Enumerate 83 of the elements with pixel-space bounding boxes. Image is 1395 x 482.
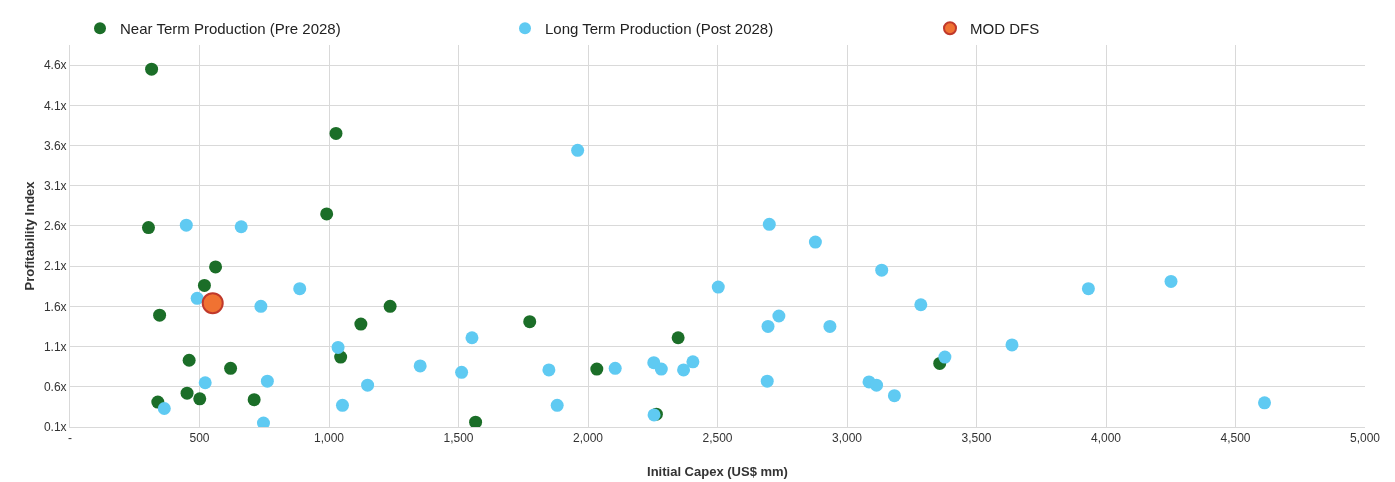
x-tick-label: 1,500: [443, 431, 474, 446]
point: [1258, 396, 1272, 410]
point: [671, 331, 685, 345]
point: [157, 402, 171, 415]
y-tick-label: 4.6x: [43, 58, 67, 73]
legend-label: Near Term Production (Pre 2028): [120, 20, 341, 38]
point: [193, 392, 207, 406]
legend-label: MOD DFS: [970, 20, 1040, 38]
x-axis-title: Initial Capex (US$ mm): [647, 464, 788, 479]
y-tick-label: 2.1x: [43, 259, 67, 274]
x-tick-label: -: [68, 431, 72, 446]
point: [141, 221, 155, 235]
x-tick-label: 5,000: [1349, 431, 1381, 446]
point: [1005, 338, 1019, 352]
point: [465, 331, 479, 345]
point: [761, 319, 775, 333]
y-tick-label: 3.6x: [43, 138, 67, 153]
y-axis-title: Profitability Index: [22, 180, 37, 291]
point: [608, 361, 622, 375]
point: [329, 126, 343, 140]
x-tick-label: 1,000: [313, 431, 345, 446]
point: [331, 340, 345, 354]
point: [145, 62, 159, 76]
point: [153, 308, 167, 322]
x-tick-label: 2,000: [572, 431, 604, 446]
point: [762, 217, 776, 231]
point: [182, 353, 196, 367]
point: [590, 362, 604, 376]
y-tick-label: 2.6x: [43, 219, 67, 234]
point: [772, 309, 786, 323]
x-tick-label: 3,000: [831, 431, 863, 446]
point: [875, 263, 889, 277]
point: [938, 350, 952, 364]
point: [197, 278, 211, 292]
point: [293, 282, 307, 296]
x-tick-label: 2,500: [702, 431, 733, 446]
point: [383, 299, 397, 313]
point: [571, 143, 585, 157]
point: [260, 374, 274, 388]
point: [760, 374, 774, 388]
y-tick-label: 0.1x: [43, 420, 67, 435]
point: [686, 355, 700, 369]
point: [180, 386, 194, 400]
point: [914, 298, 928, 312]
point: [870, 378, 884, 392]
point: [1164, 274, 1178, 288]
point: [823, 319, 837, 333]
y-tick-label: 4.1x: [43, 98, 67, 113]
point: [808, 235, 822, 249]
y-tick-label: 1.1x: [43, 339, 67, 354]
point: [354, 317, 368, 331]
point: [198, 376, 212, 390]
x-tick-label: 4,500: [1220, 431, 1251, 446]
point: [361, 378, 375, 392]
y-tick-label: 0.6x: [43, 379, 67, 394]
point: [677, 363, 691, 377]
point: [455, 365, 469, 379]
point: [190, 291, 204, 305]
point: [335, 398, 349, 412]
point: [224, 361, 238, 375]
point: [320, 207, 334, 221]
point: [711, 280, 725, 294]
point: [256, 416, 270, 427]
point: [209, 260, 223, 274]
point: [234, 220, 248, 234]
point: [887, 389, 901, 403]
point: [413, 359, 427, 373]
y-tick-label: 1.6x: [43, 299, 67, 314]
point: [523, 315, 537, 329]
point: [1081, 282, 1095, 296]
point: [654, 362, 668, 376]
x-tick-label: 4,000: [1090, 431, 1122, 446]
point: [247, 393, 261, 407]
point: [254, 299, 268, 313]
point: [469, 415, 483, 427]
y-tick-label: 3.1x: [43, 178, 67, 193]
point: [201, 292, 224, 315]
point: [179, 218, 193, 232]
point: [550, 398, 564, 412]
x-tick-label: 500: [189, 431, 210, 446]
x-tick-label: 3,500: [961, 431, 992, 446]
point: [542, 363, 556, 377]
legend-label: Long Term Production (Post 2028): [545, 20, 774, 38]
